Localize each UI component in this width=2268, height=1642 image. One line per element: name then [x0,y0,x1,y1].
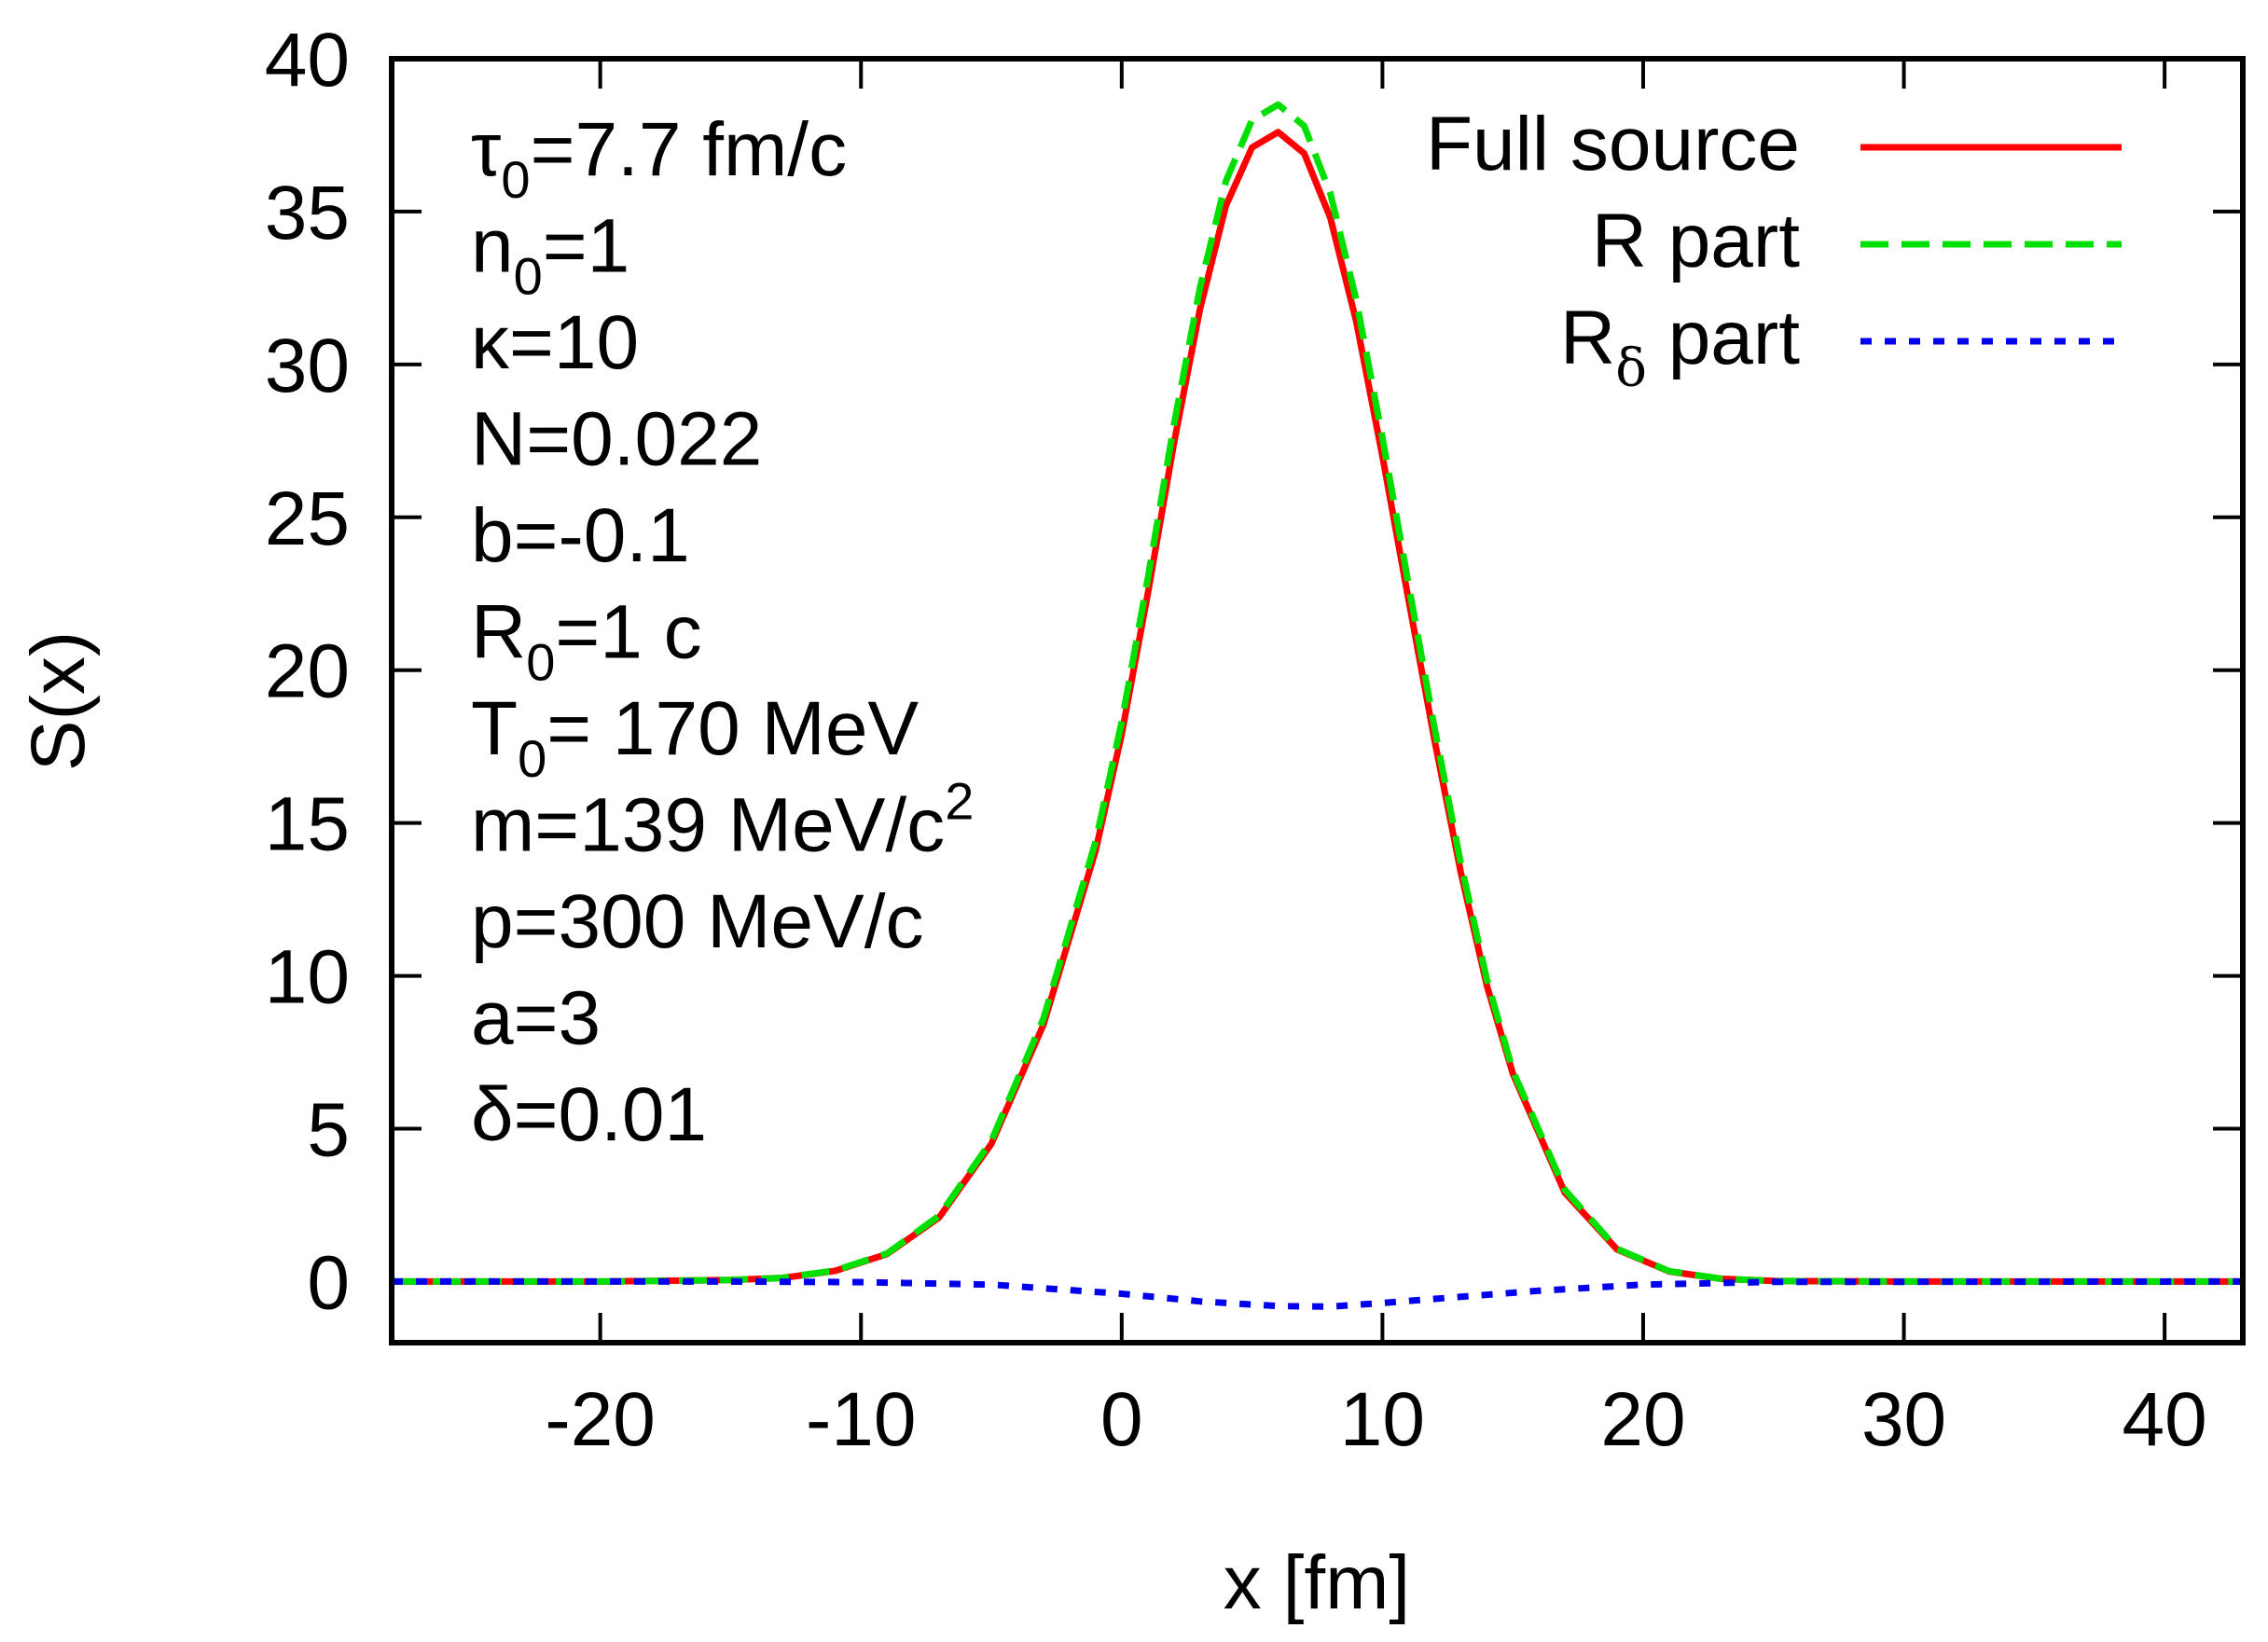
annotation-line: a=3 [471,976,601,1061]
annotation-main: δ=0.01 [471,1072,707,1157]
legend-label-main: R part [1592,199,1801,283]
legend-label-tail: part [1647,296,1800,380]
annotation-line: R0=1 c [471,590,702,692]
annotation-line: n0=1 [471,204,629,306]
x-tick-label: 0 [1100,1377,1143,1462]
annotation-line: N=0.022 [471,397,762,482]
x-axis-title: x [fm] [1224,1540,1410,1625]
plot-frame [389,56,2246,1345]
x-tick-label: 20 [1600,1377,1685,1462]
y-tick-label: 35 [265,171,350,255]
x-tick-label: 40 [2123,1377,2207,1462]
annotation-line: κ=10 [471,300,639,385]
annotation-main: n [471,204,514,289]
annotation-main: a=3 [471,976,601,1061]
legend-label-main: R [1560,296,1615,380]
annotation-main: κ=10 [471,300,639,385]
legend-label: Full source [1426,102,1800,186]
series-layer [392,101,2244,1310]
annotation-sub: 0 [514,247,543,306]
y-tick-label: 10 [265,935,350,1020]
x-tick-label: -20 [545,1377,656,1462]
annotation-main: p=300 MeV/c [471,879,923,964]
x-tick-label: 30 [1861,1377,1946,1462]
legend-label-main: Full source [1426,102,1800,186]
annotation-line: p=300 MeV/c [471,879,923,964]
annotation-main: m=139 MeV/c [471,783,945,868]
legend-label-sub: δ [1615,338,1647,399]
annotation-line: b=-0.1 [471,493,690,578]
annotation-line: T0= 170 MeV [471,686,919,788]
annotation-sub: 0 [501,150,530,209]
y-tick-label: 40 [265,18,350,103]
legend-label: Rδ part [1560,296,1800,399]
annotation-line: m=139 MeV/c2 [471,772,974,868]
y-tick-label: 0 [307,1240,350,1325]
annotation-sub: 0 [518,729,546,788]
annotation-main: R [471,590,526,675]
annotation-tail: =7.7 fm/c [531,107,848,192]
legend-label: R part [1592,199,1801,283]
annotation-line: δ=0.01 [471,1072,707,1157]
annotation-sup: 2 [945,772,974,831]
annotation-main: T [471,686,518,771]
y-tick-label: 30 [265,324,350,408]
annotation-tail: =1 c [555,590,701,675]
annotation-main: N=0.022 [471,397,762,482]
y-tick-label: 5 [307,1088,350,1173]
annotation-tail: =1 [543,204,630,289]
series-line-3 [392,1277,2244,1310]
annotation-main: b=-0.1 [471,493,690,578]
annotation-main: τ [471,107,501,192]
y-tick-label: 25 [265,476,350,561]
y-tick-label: 20 [265,629,350,714]
annotation-sub: 0 [526,633,555,692]
x-tick-label: 10 [1340,1377,1425,1462]
annotation-tail: = 170 MeV [546,686,919,771]
annotation-line: τ0=7.7 fm/c [471,107,847,209]
x-tick-label: -10 [806,1377,917,1462]
y-tick-label: 15 [265,782,350,867]
series-line-2 [392,101,2243,1285]
y-axis-title: S(x) [16,631,101,771]
